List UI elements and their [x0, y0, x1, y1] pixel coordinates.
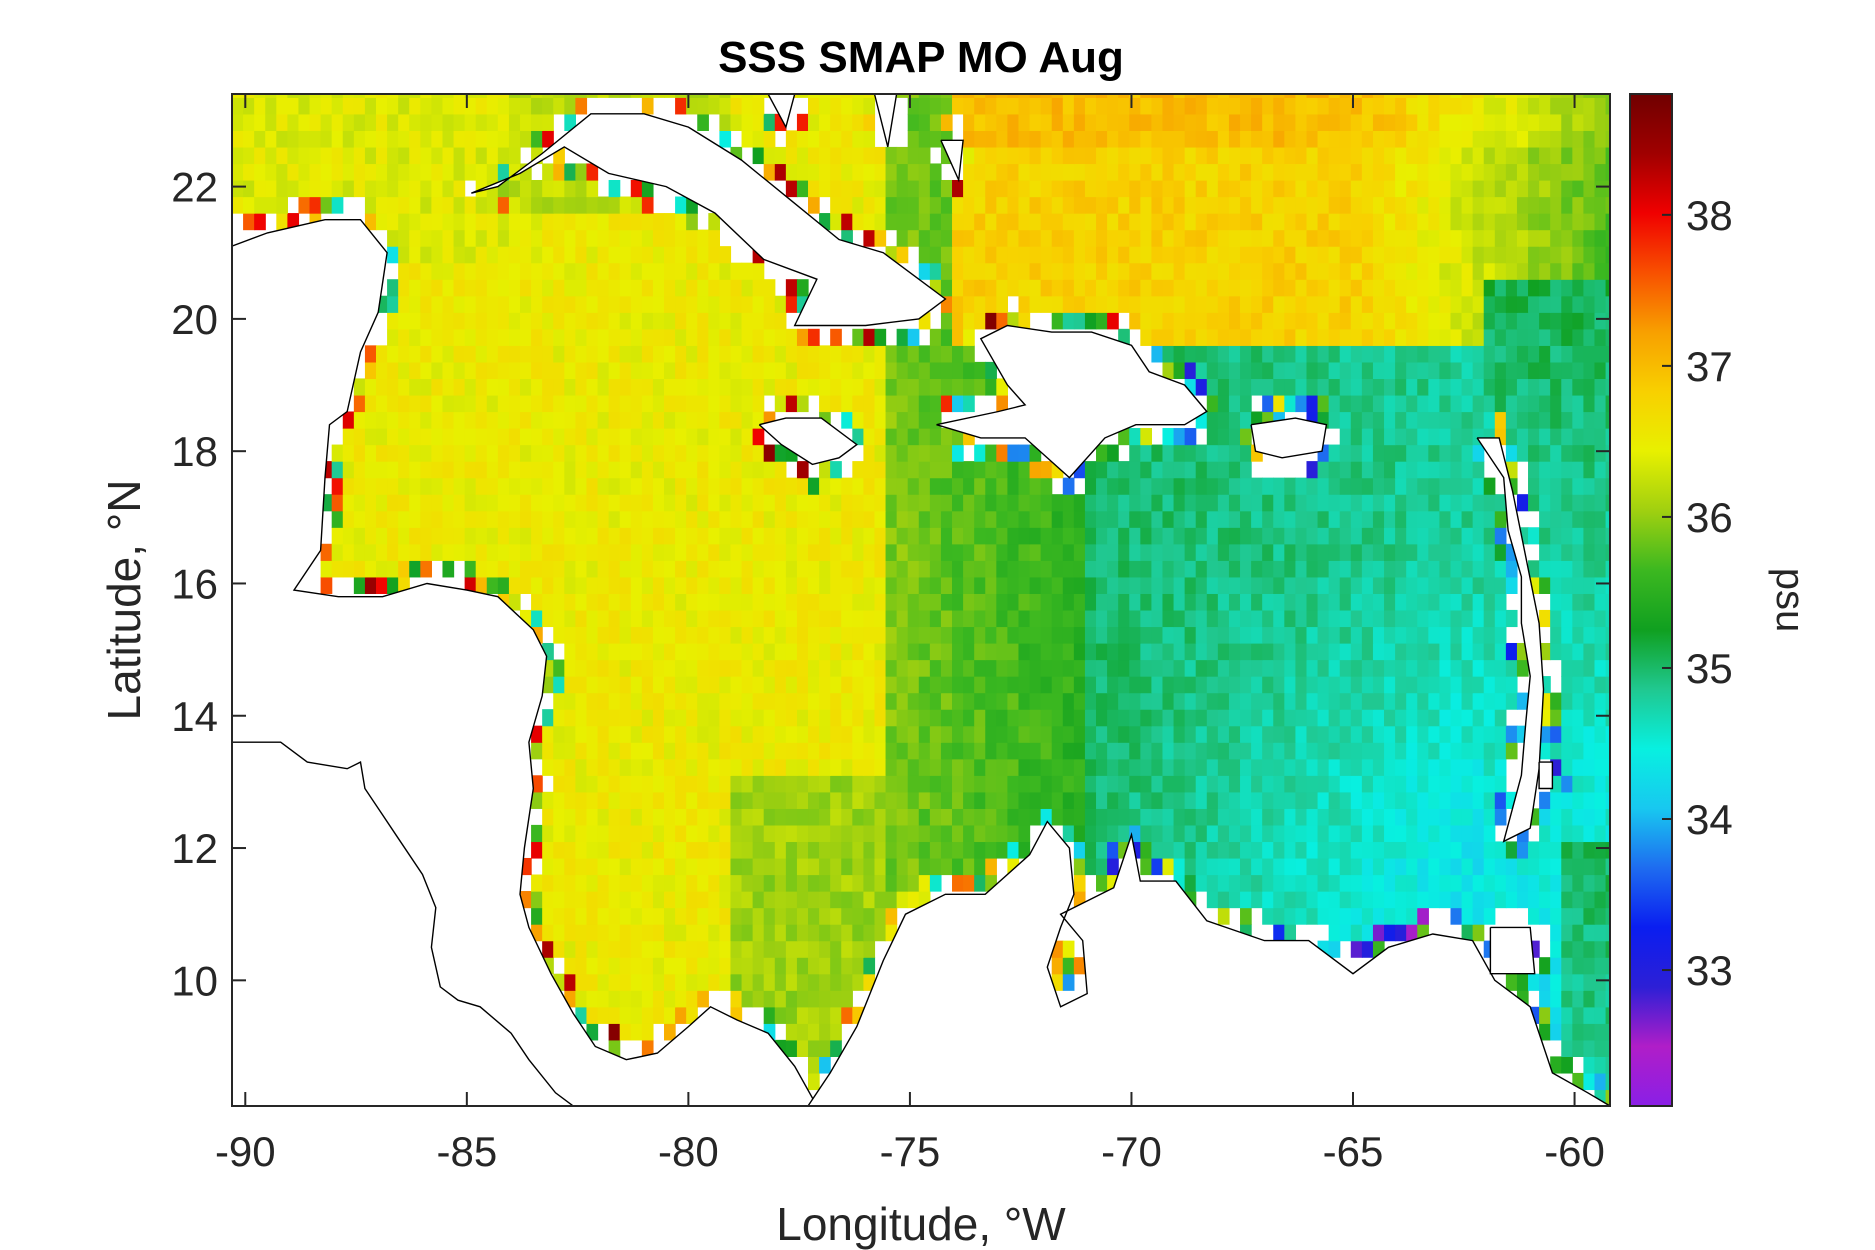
x-tick-label: -75: [880, 1128, 941, 1175]
coastline: [471, 113, 947, 327]
y-tick-label: 16: [171, 560, 218, 607]
coastline: [767, 94, 796, 129]
coastline: [232, 219, 818, 1106]
colorbar-tick-label: 34: [1686, 796, 1733, 843]
coastline: [940, 139, 964, 183]
x-axis: -90 -85 -80 -75 -70 -65 -60: [215, 94, 1605, 1175]
y-tick-label: 20: [171, 296, 218, 343]
colorbar-label: psu: [1768, 568, 1812, 633]
y-tick-label: 12: [171, 825, 218, 872]
chart-title: SSS SMAP MO Aug: [718, 33, 1124, 82]
y-tick-label: 22: [171, 164, 218, 211]
y-tick-label: 18: [171, 428, 218, 475]
x-tick-label: -65: [1323, 1128, 1384, 1175]
coastline: [1250, 417, 1328, 459]
colorbar-tick-label: 38: [1686, 192, 1733, 239]
coastline: [936, 324, 1208, 479]
y-tick-label: 14: [171, 693, 218, 740]
coastline: [1538, 761, 1554, 790]
y-tick-label: 10: [171, 957, 218, 1004]
colorbar-tick-label: 35: [1686, 645, 1733, 692]
coastline: [758, 417, 858, 466]
land-masses: [232, 94, 1610, 1106]
x-tick-label: -85: [436, 1128, 497, 1175]
y-axis: 10 12 14 16 18 20 22: [171, 164, 1610, 1004]
x-tick-label: -80: [658, 1128, 719, 1175]
coastline: [1489, 926, 1536, 975]
x-tick-label: -60: [1544, 1128, 1605, 1175]
coastline: [873, 94, 898, 148]
coastline: [1476, 437, 1545, 843]
x-tick-label: -90: [215, 1128, 276, 1175]
y-axis-label: Latitude, °N: [98, 480, 150, 721]
plot-frame: [231, 93, 1611, 1107]
colorbar-ticks: 33 34 35 36 37 38: [1662, 192, 1733, 994]
colorbar-tick-label: 36: [1686, 494, 1733, 541]
x-tick-label: -70: [1101, 1128, 1162, 1175]
x-axis-label: Longitude, °W: [776, 1198, 1066, 1250]
colorbar-tick-label: 37: [1686, 343, 1733, 390]
colorbar-tick-label: 33: [1686, 947, 1733, 994]
colorbar: [1629, 93, 1673, 1107]
coastline: [807, 820, 1610, 1106]
